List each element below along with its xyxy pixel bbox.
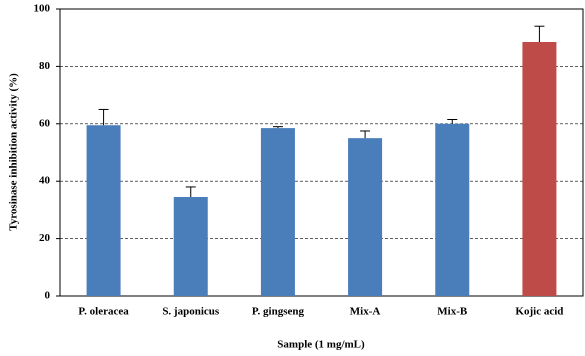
error-bar [272,126,283,129]
x-tick-label: Kojic acid [515,306,563,318]
error-bar [185,186,196,197]
y-tick-label: 0 [45,290,51,302]
bar [173,196,208,296]
x-tick-label: S. japonicus [162,306,220,318]
x-tick-label: P. oleracea [78,306,129,318]
error-bar [447,118,458,124]
bar [260,128,295,296]
error-bar [360,130,371,139]
y-tick-label: 80 [39,60,51,72]
y-tick-label: 40 [39,175,51,187]
plot-frame [59,8,584,297]
y-axis-label: Tyrosinase inhibition activity (%) [8,73,20,231]
bar [348,138,383,296]
x-tick-label: Mix-A [350,306,381,318]
bar [86,125,121,296]
bar [435,123,470,296]
y-tick-label: 60 [39,117,51,129]
error-bar [98,108,109,126]
error-bar [534,25,545,43]
y-tick-label: 20 [39,232,51,244]
x-tick-label: P. gingseng [252,306,305,318]
y-tick-label: 100 [34,3,51,15]
bar [522,42,557,296]
x-tick-label: Mix-B [437,306,468,318]
x-axis-label: Sample (1 mg/mL) [277,339,365,351]
